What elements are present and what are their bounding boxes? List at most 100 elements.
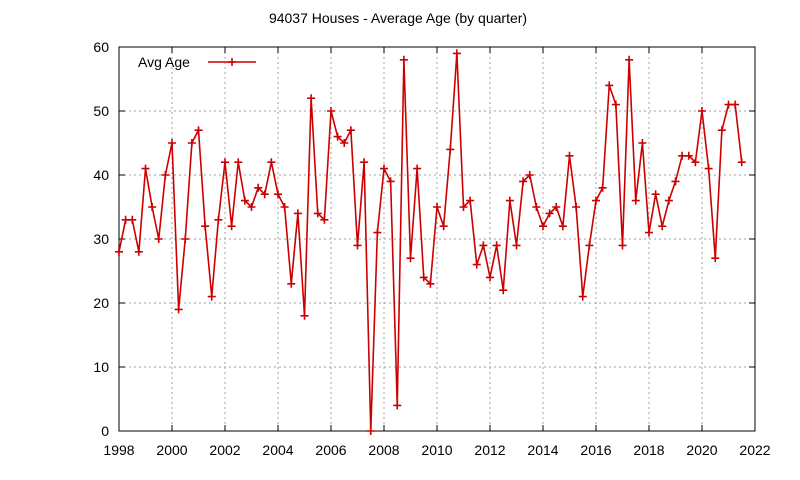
data-point-marker [366, 427, 375, 435]
data-point-marker [201, 222, 210, 231]
data-point-marker [525, 171, 534, 179]
data-point-marker [618, 241, 627, 250]
data-point-marker [214, 215, 223, 224]
data-point-marker [280, 203, 289, 211]
data-point-marker [141, 164, 150, 173]
data-point-marker [399, 55, 408, 64]
data-point-marker [327, 107, 335, 115]
data-point-marker [631, 196, 640, 205]
x-tick-label: 2002 [209, 442, 240, 458]
data-point-marker [293, 209, 302, 218]
data-point-marker [499, 286, 508, 295]
series-line [118, 53, 743, 432]
x-tick-label: 2000 [156, 442, 187, 458]
data-point-marker [704, 164, 713, 173]
chart-title: 94037 Houses - Average Age (by quarter) [269, 10, 527, 26]
data-point-marker [300, 311, 309, 320]
data-point-marker [592, 196, 600, 205]
data-point-marker [373, 228, 382, 237]
data-point-marker [731, 100, 740, 109]
data-point-marker [684, 151, 693, 160]
data-point-marker [274, 190, 282, 199]
data-point-marker [578, 292, 587, 301]
data-point-marker [519, 177, 528, 186]
data-point-marker [360, 158, 369, 167]
data-point-marker [737, 158, 746, 167]
data-point-marker [115, 247, 123, 256]
data-point-marker [545, 209, 554, 218]
data-point-marker [254, 183, 263, 192]
data-point-marker [134, 247, 143, 256]
grid [119, 47, 755, 431]
x-tick-label: 2022 [739, 442, 770, 458]
y-tick-label: 50 [93, 103, 109, 119]
data-point-marker [611, 100, 620, 109]
data-point-marker [313, 209, 322, 218]
data-point-marker [439, 222, 448, 231]
data-point-marker [346, 126, 355, 135]
data-point-marker [598, 183, 607, 192]
x-tick-label: 2020 [686, 442, 717, 458]
x-tick-label: 1998 [103, 442, 134, 458]
axis-ticks: 1998 2000 2002 2004 2006 2008 2010 2012 2014 2016… [93, 39, 770, 458]
data-point-marker [353, 241, 362, 250]
y-tick-label: 40 [93, 167, 109, 183]
x-tick-label: 2016 [580, 442, 611, 458]
data-point-marker [128, 215, 137, 224]
data-point-marker [479, 241, 488, 250]
data-point-marker [664, 196, 673, 205]
data-point-marker [386, 177, 395, 186]
data-point-marker [340, 139, 349, 147]
data-point-marker [466, 196, 475, 205]
data-point-marker [711, 254, 720, 263]
data-point-marker [406, 254, 415, 263]
data-point-marker [194, 126, 203, 135]
data-point-marker [240, 196, 249, 205]
data-point-marker [426, 279, 435, 288]
data-point-marker [187, 139, 196, 147]
y-tick-label: 10 [93, 359, 109, 375]
x-tick-label: 2018 [633, 442, 664, 458]
data-point-marker [260, 190, 269, 199]
x-tick-label: 2014 [527, 442, 558, 458]
data-point-marker [227, 222, 236, 231]
x-tick-label: 2010 [421, 442, 452, 458]
data-point-marker [446, 145, 455, 154]
data-point-marker [717, 126, 726, 135]
data-point-marker [181, 235, 190, 243]
x-tick-label: 2012 [474, 442, 505, 458]
data-point-marker [512, 241, 521, 250]
data-point-marker [234, 158, 243, 167]
data-point-marker [658, 222, 667, 231]
data-point-marker [413, 164, 422, 173]
data-point-marker [459, 203, 468, 211]
data-point-marker [532, 203, 541, 211]
data-point-marker [221, 158, 229, 167]
y-tick-label: 60 [93, 39, 109, 55]
data-point-marker [333, 132, 342, 141]
data-point-marker [539, 222, 547, 231]
data-point-marker [638, 139, 647, 147]
data-point-marker [452, 49, 461, 58]
data-point-marker [585, 241, 594, 250]
data-point-marker [492, 241, 501, 250]
series-layer [115, 49, 746, 435]
data-point-marker [572, 203, 581, 211]
data-point-marker [320, 215, 329, 224]
data-point-marker [161, 171, 170, 179]
data-point-marker [154, 235, 163, 243]
data-point-marker [207, 292, 216, 301]
data-point-marker [625, 55, 634, 64]
data-point-marker [605, 81, 614, 90]
data-point-marker [433, 203, 441, 211]
legend-label: Avg Age [138, 54, 190, 70]
data-point-marker [486, 273, 494, 282]
data-point-marker [174, 305, 183, 314]
data-point-marker [380, 164, 388, 173]
data-point-marker [287, 279, 296, 288]
data-point-marker [671, 177, 680, 186]
data-point-marker [505, 196, 514, 205]
data-point-marker [148, 203, 157, 211]
legend-marker-plus-icon [228, 58, 236, 66]
